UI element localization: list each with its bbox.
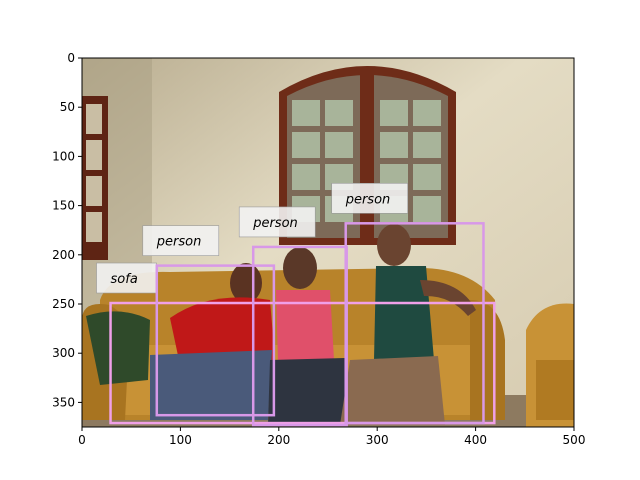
- y-tick-label: 200: [52, 248, 75, 262]
- person-green-top: [340, 224, 476, 425]
- armchair: [526, 303, 574, 427]
- axes-frame: [81, 57, 575, 428]
- label-background: [142, 225, 220, 256]
- box-label: person: [156, 235, 202, 250]
- label-background: [331, 183, 409, 214]
- person-pink-top: [268, 247, 345, 425]
- x-tick-label: 300: [366, 433, 389, 447]
- box-label: person: [345, 192, 391, 207]
- y-axis: 0 50 100 150 200 250 300 350: [52, 51, 82, 409]
- detection-person: person: [142, 225, 276, 417]
- detection-sofa: sofa: [96, 262, 496, 425]
- box-label: person: [252, 216, 298, 231]
- y-tick-label: 250: [52, 297, 75, 311]
- y-tick-label: 100: [52, 149, 75, 163]
- x-tick-label: 400: [464, 433, 487, 447]
- label-background: [238, 206, 316, 238]
- bounding-box: [109, 301, 496, 425]
- box-label: sofa: [111, 272, 138, 287]
- x-tick-label: 0: [78, 433, 86, 447]
- x-tick-label: 100: [169, 433, 192, 447]
- y-tick-label: 300: [52, 346, 75, 360]
- y-tick-label: 50: [60, 100, 75, 114]
- y-tick-label: 150: [52, 199, 75, 213]
- label-background: [96, 262, 157, 294]
- left-shutter: [82, 96, 108, 260]
- detection-boxes: sofa person person person: [96, 183, 496, 427]
- x-tick-label: 200: [267, 433, 290, 447]
- y-tick-label: 0: [67, 51, 75, 65]
- bounding-box: [155, 264, 276, 417]
- x-tick-label: 500: [563, 433, 586, 447]
- x-axis: 0 100 200 300 400 500: [78, 427, 585, 447]
- bounding-box: [344, 222, 485, 425]
- y-tick-label: 350: [52, 395, 75, 409]
- detection-person: person: [331, 183, 485, 425]
